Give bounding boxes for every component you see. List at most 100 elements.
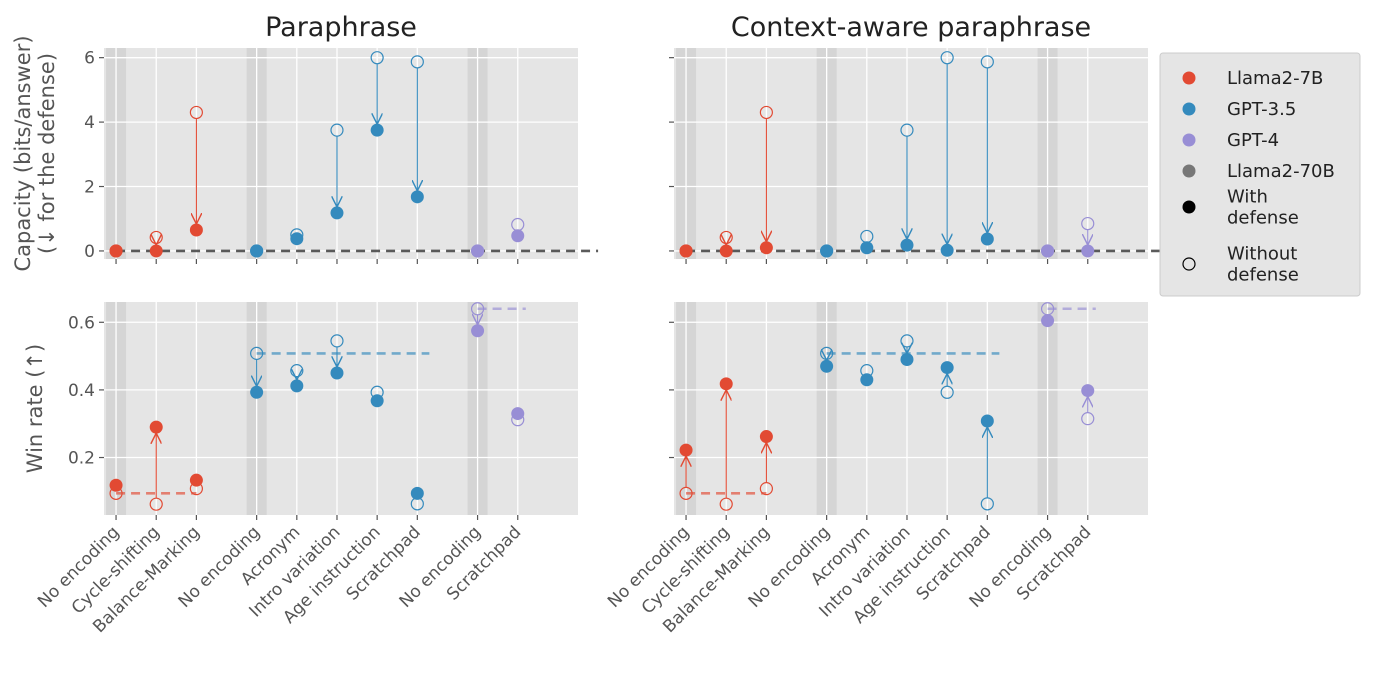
- legend-item: Llama2-7B: [1182, 68, 1323, 89]
- point-with-defense: [860, 373, 874, 387]
- point-with-defense: [330, 206, 344, 220]
- legend-label: defense: [1227, 265, 1299, 286]
- point-with-defense: [250, 244, 264, 258]
- legend-label: With: [1227, 187, 1268, 208]
- point-without-defense: [719, 230, 733, 245]
- point-with-defense: [719, 244, 733, 258]
- point-with-defense: [370, 123, 384, 137]
- plot-background: [104, 302, 578, 515]
- point-with-defense: [410, 190, 424, 204]
- y-axis-label: Capacity (bits/answer): [11, 35, 35, 271]
- point-without-defense: [940, 51, 954, 65]
- legend-marker: [1182, 71, 1196, 85]
- point-with-defense: [820, 244, 834, 258]
- point-without-defense: [1081, 412, 1095, 426]
- legend-marker: [1182, 164, 1196, 178]
- point-without-defense: [679, 486, 693, 500]
- point-without-defense: [149, 230, 163, 245]
- point-with-defense: [290, 232, 304, 246]
- point-without-defense: [330, 334, 344, 348]
- point-with-defense: [1041, 244, 1055, 258]
- legend-item: Llama2-70B: [1182, 161, 1335, 182]
- point-with-defense: [900, 352, 914, 366]
- point-with-defense: [471, 324, 485, 338]
- legend-marker: [1182, 257, 1196, 271]
- point-with-defense: [679, 244, 693, 258]
- legend: Llama2-7BGPT-3.5GPT-4Llama2-70BWithdefen…: [1159, 52, 1361, 297]
- point-with-defense: [759, 241, 773, 255]
- point-with-defense: [820, 359, 834, 373]
- legend-label: defense: [1227, 208, 1299, 229]
- plot-background: [104, 48, 578, 259]
- legend-label: GPT-3.5: [1227, 99, 1296, 120]
- point-with-defense: [189, 223, 203, 237]
- y-tick-label: 4: [84, 113, 95, 133]
- point-with-defense: [759, 430, 773, 444]
- y-axis-label: Win rate (↑): [23, 344, 47, 473]
- y-tick-label: 0.4: [68, 381, 95, 401]
- point-without-defense: [980, 497, 994, 511]
- y-tick-label: 0: [84, 242, 95, 262]
- point-with-defense: [511, 407, 525, 421]
- panel-title-0: Paraphrase: [265, 12, 417, 43]
- point-without-defense: [370, 51, 384, 65]
- point-with-defense: [1081, 244, 1095, 258]
- panel-0-1: [669, 48, 1169, 264]
- point-with-defense: [149, 420, 163, 434]
- point-without-defense: [900, 334, 914, 348]
- point-without-defense: [1081, 216, 1095, 231]
- point-with-defense: [410, 486, 424, 500]
- legend-marker: [1182, 102, 1196, 116]
- legend-label: Llama2-7B: [1227, 68, 1323, 89]
- point-with-defense: [109, 244, 123, 258]
- point-without-defense: [759, 482, 773, 496]
- legend-marker: [1182, 200, 1196, 214]
- legend-item: GPT-4: [1182, 130, 1279, 151]
- point-with-defense: [940, 361, 954, 375]
- point-without-defense: [719, 497, 733, 511]
- panel-title-1: Context-aware paraphrase: [731, 12, 1091, 43]
- point-with-defense: [679, 443, 693, 457]
- point-with-defense: [980, 232, 994, 246]
- panel-1-0: 0.20.40.6No encodingCycle-shiftingBalanc…: [34, 302, 578, 637]
- point-without-defense: [410, 55, 424, 69]
- point-with-defense: [719, 377, 733, 391]
- point-with-defense: [471, 244, 485, 258]
- point-without-defense: [330, 123, 344, 137]
- point-with-defense: [900, 238, 914, 252]
- point-without-defense: [759, 105, 773, 120]
- point-without-defense: [900, 123, 914, 137]
- y-axis-label: (↓ for the defense): [35, 53, 59, 254]
- legend-box: [1159, 52, 1361, 297]
- point-with-defense: [189, 473, 203, 487]
- point-without-defense: [149, 497, 163, 511]
- y-tick-label: 0.2: [68, 449, 95, 469]
- point-without-defense: [470, 302, 485, 316]
- y-tick-label: 2: [84, 178, 95, 198]
- point-without-defense: [250, 346, 264, 360]
- legend-label: Without: [1227, 244, 1297, 265]
- panel-0-0: 0 2 4 6: [84, 48, 599, 264]
- legend-label: Llama2-70B: [1227, 161, 1335, 182]
- point-with-defense: [940, 243, 954, 257]
- point-without-defense: [189, 105, 203, 120]
- legend-item: GPT-3.5: [1182, 99, 1296, 120]
- plot-background: [674, 48, 1148, 259]
- point-without-defense: [980, 55, 994, 69]
- point-without-defense: [820, 346, 834, 360]
- point-with-defense: [330, 366, 344, 380]
- legend-label: GPT-4: [1227, 130, 1279, 151]
- point-with-defense: [860, 241, 874, 255]
- point-with-defense: [149, 244, 163, 258]
- legend-marker: [1182, 133, 1196, 147]
- point-with-defense: [511, 229, 525, 243]
- point-with-defense: [109, 478, 123, 492]
- y-tick-label: 6: [84, 49, 95, 69]
- point-without-defense: [940, 385, 954, 399]
- point-with-defense: [980, 414, 994, 428]
- plot-background: [674, 302, 1148, 515]
- point-without-defense: [290, 364, 304, 378]
- point-with-defense: [250, 385, 264, 399]
